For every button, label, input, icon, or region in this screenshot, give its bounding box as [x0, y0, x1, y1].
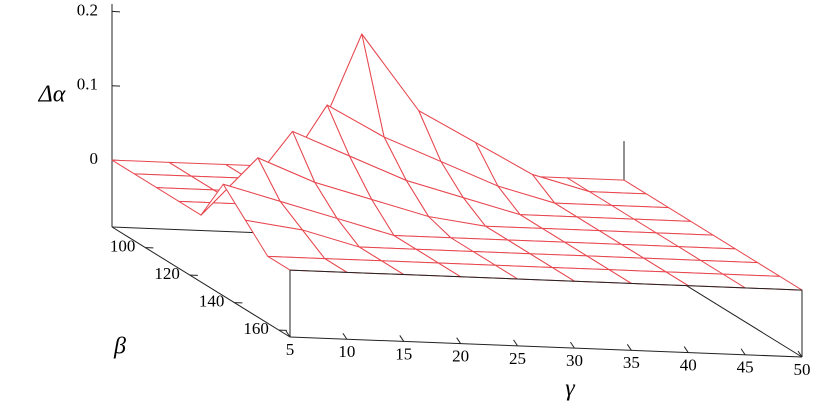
x-tick-label: 15	[395, 344, 412, 363]
x-tick-label: 20	[452, 347, 469, 366]
x-tick-label: 5	[286, 340, 295, 359]
x-axis	[289, 336, 803, 358]
y-tick-label: 160	[243, 319, 269, 338]
z-axis-label: Δα	[38, 82, 66, 108]
x-tick	[399, 335, 405, 342]
z-tick-label: 0.2	[77, 0, 98, 19]
x-tick	[740, 348, 746, 356]
y-axis	[111, 226, 291, 338]
x-tick-label: 40	[680, 355, 697, 374]
x-tick	[513, 339, 518, 347]
x-axis-label: γ	[565, 376, 575, 402]
x-tick-label: 10	[338, 342, 355, 361]
y-tick-label: 140	[199, 292, 225, 311]
z-tick-label: 0.1	[77, 75, 98, 94]
x-tick	[683, 346, 689, 353]
z-tick-label: 0	[90, 149, 99, 168]
x-tick	[342, 332, 348, 340]
x-tick	[570, 341, 575, 349]
x-tick	[456, 337, 462, 344]
x-tick	[285, 330, 291, 338]
box-edge	[289, 269, 803, 291]
x-tick-label: 25	[509, 349, 526, 368]
x-tick-label: 30	[566, 351, 583, 370]
x-tick	[626, 344, 632, 351]
y-tick-label: 100	[110, 237, 136, 256]
x-tick-label: 50	[794, 360, 811, 379]
x-tick-label: 35	[623, 353, 640, 372]
y-tick-label: 120	[154, 264, 180, 283]
x-tick-label: 45	[737, 358, 754, 377]
x-tick	[797, 350, 803, 358]
y-axis-label: β	[113, 334, 126, 360]
